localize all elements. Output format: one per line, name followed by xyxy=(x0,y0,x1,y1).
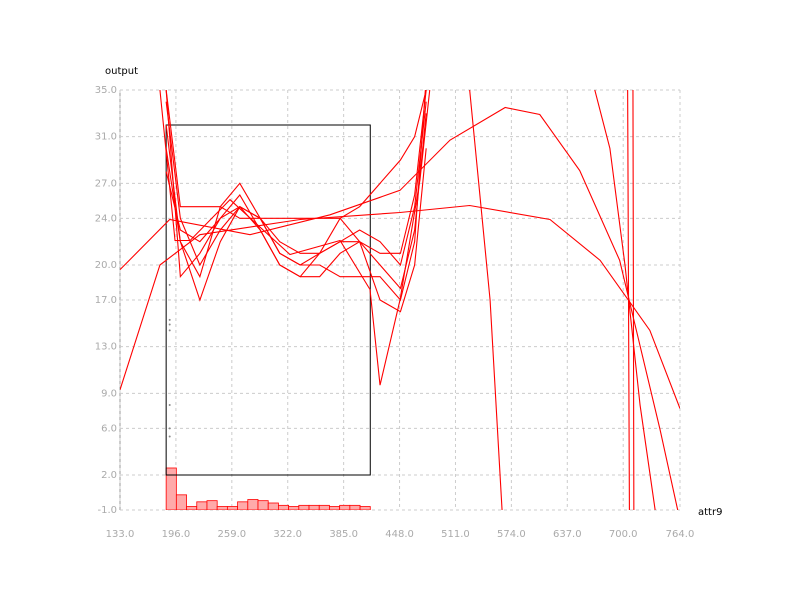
range-box xyxy=(165,124,371,476)
y-tick-label: 35.0 xyxy=(95,85,117,96)
scatter-point xyxy=(168,435,171,438)
x-tick-label: 196.0 xyxy=(162,529,191,540)
plot-area xyxy=(120,90,680,510)
histogram-bar xyxy=(339,504,351,510)
scatter-point xyxy=(168,404,171,406)
x-tick-label: 574.0 xyxy=(497,529,526,540)
x-tick-label: 385.0 xyxy=(329,529,358,540)
y-tick-label: 27.0 xyxy=(95,178,117,189)
histogram-bar xyxy=(308,504,320,510)
curve xyxy=(469,90,503,510)
y-tick-label: 13.0 xyxy=(95,342,117,353)
y-axis-label: output xyxy=(105,66,138,77)
curve xyxy=(594,90,656,510)
y-tick-label: 9.0 xyxy=(101,388,117,399)
curve xyxy=(120,106,679,510)
y-tick-label: -1.0 xyxy=(97,505,117,516)
scatter-point xyxy=(168,427,171,430)
histogram-bar xyxy=(329,506,341,510)
scatter-point xyxy=(168,283,171,286)
histogram-bar xyxy=(186,506,198,510)
histogram-bar xyxy=(175,494,187,510)
histogram-bar xyxy=(349,504,361,510)
curve xyxy=(165,90,426,302)
x-tick-label: 322.0 xyxy=(273,529,302,540)
scatter-point xyxy=(168,318,171,321)
histogram-bar xyxy=(359,506,371,510)
histogram-bar xyxy=(237,501,249,510)
histogram-bar xyxy=(298,504,310,510)
x-tick-label: 764.0 xyxy=(666,529,695,540)
y-tick-label: 2.0 xyxy=(101,470,117,481)
x-tick-label: 259.0 xyxy=(218,529,247,540)
y-tick-label: 17.0 xyxy=(95,295,117,306)
scatter-point xyxy=(168,329,171,332)
curve xyxy=(120,204,680,409)
x-tick-label: 133.0 xyxy=(106,529,135,540)
curve xyxy=(627,90,630,510)
x-tick-label: 511.0 xyxy=(441,529,470,540)
histogram-bar xyxy=(226,506,238,510)
histogram-bar xyxy=(196,501,208,510)
x-tick-label: 637.0 xyxy=(553,529,582,540)
y-tick-label: 20.0 xyxy=(95,260,117,271)
curve xyxy=(165,90,427,267)
histogram-bar xyxy=(165,467,177,510)
x-axis-label: attr9 xyxy=(698,507,722,518)
curve xyxy=(159,90,431,386)
histogram-bar xyxy=(278,504,290,510)
y-tick-label: 24.0 xyxy=(95,213,117,224)
y-tick-label: 31.0 xyxy=(95,132,117,143)
curve xyxy=(632,90,635,510)
histogram-bar xyxy=(288,506,300,510)
x-tick-label: 700.0 xyxy=(609,529,638,540)
scatter-point xyxy=(168,323,171,326)
histogram-bar xyxy=(247,499,259,510)
histogram-bar xyxy=(257,500,269,510)
x-tick-label: 448.0 xyxy=(385,529,414,540)
histogram-bar xyxy=(206,500,218,510)
histogram-bar xyxy=(318,504,330,510)
curve xyxy=(165,148,427,313)
histogram-bar xyxy=(267,502,279,510)
histogram-bar xyxy=(216,506,228,510)
y-tick-label: 6.0 xyxy=(101,423,117,434)
curve xyxy=(165,90,427,219)
